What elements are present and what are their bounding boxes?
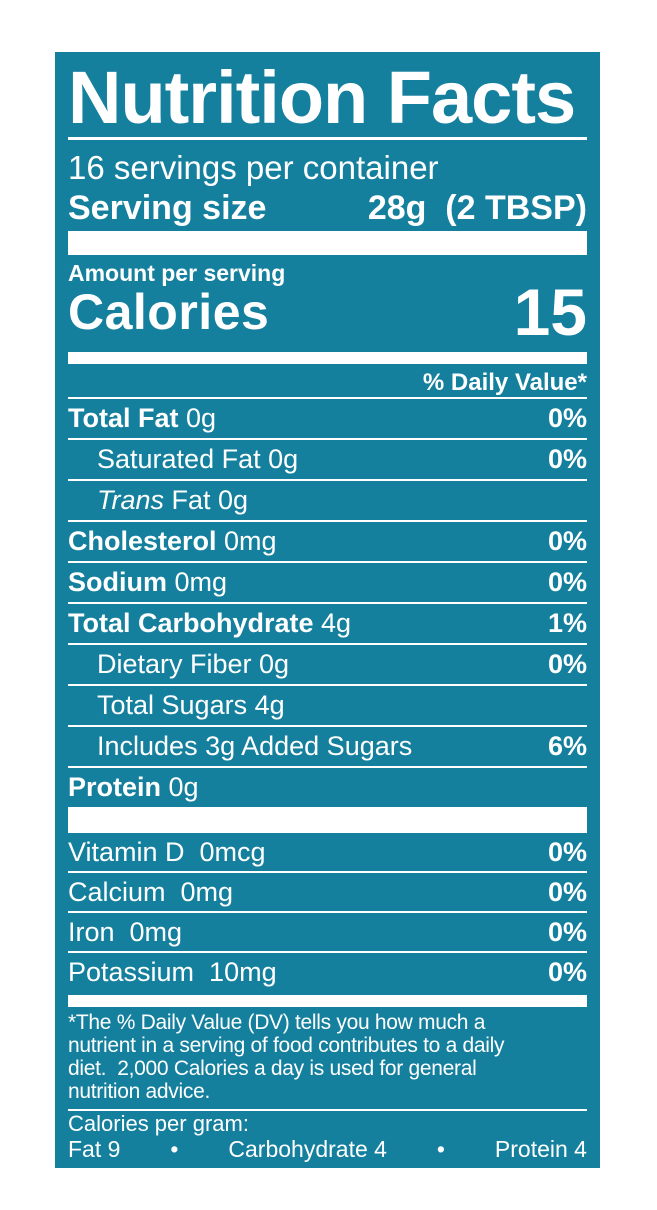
calories-label: Calories: [68, 284, 270, 340]
nutrient-row-total-carbohydrate: Total Carbohydrate 4g 1%: [68, 604, 587, 645]
divider: [68, 397, 587, 399]
section-bar-thick: [68, 807, 587, 833]
nutrient-name: Total Carbohydrate: [68, 608, 314, 638]
nutrient-row-protein: Protein 0g: [68, 768, 587, 807]
nutrient-dv-percent: 0%: [547, 403, 587, 433]
calories-per-gram-heading: Calories per gram:: [68, 1111, 249, 1136]
vitamin-name: Potassium 10mg: [68, 957, 277, 987]
nutrient-dv-percent: 6%: [547, 731, 587, 761]
section-bar-medium: [68, 995, 587, 1007]
bullet-separator: •: [436, 1136, 445, 1162]
nutrient-amount: 0g: [161, 772, 199, 802]
nutrient-dv-percent: 0%: [547, 444, 587, 474]
nutrient-amount: Dietary Fiber 0g: [97, 649, 290, 679]
daily-value-footnote: *The % Daily Value (DV) tells you how mu…: [68, 1011, 505, 1103]
nutrient-name-italic: Trans: [97, 485, 165, 515]
calories-per-gram-protein: Protein 4: [494, 1136, 587, 1162]
nutrient-dv-percent: 1%: [547, 608, 587, 638]
vitamin-name: Vitamin D 0mcg: [68, 837, 266, 867]
nutrient-row-total-sugars: Total Sugars 4g: [68, 686, 587, 727]
nutrient-amount: Fat 0g: [164, 485, 249, 515]
nutrient-amount: 0mg: [216, 526, 277, 556]
nutrient-name: Protein: [68, 772, 162, 802]
label-title: Nutrition Facts: [68, 56, 576, 139]
vitamin-row-calcium: Calcium 0mg 0%: [68, 873, 587, 913]
serving-size-row: Serving size 28g (2 TBSP): [68, 188, 587, 228]
daily-value-header: % Daily Value*: [422, 369, 587, 396]
servings-per-container: 16 servings per container: [68, 149, 439, 186]
nutrient-row-trans-fat: Trans Fat 0g: [68, 481, 587, 522]
vitamin-dv-percent: 0%: [547, 917, 587, 947]
nutrient-dv-percent: 0%: [547, 526, 587, 556]
vitamin-name: Calcium 0mg: [68, 877, 234, 907]
nutrient-dv-percent: 0%: [547, 649, 587, 679]
nutrient-amount: 0g: [178, 403, 217, 433]
calories-row: Calories 15: [68, 275, 587, 349]
calories-per-gram-fat: Fat 9: [68, 1136, 121, 1162]
vitamin-dv-percent: 0%: [547, 957, 587, 987]
nutrient-amount: Saturated Fat 0g: [97, 444, 299, 474]
nutrient-amount: 4g: [313, 608, 352, 638]
vitamin-row-potassium: Potassium 10mg 0%: [68, 953, 587, 991]
vitamin-row-iron: Iron 0mg 0%: [68, 913, 587, 953]
calories-per-gram-carbohydrate: Carbohydrate 4: [228, 1136, 387, 1162]
vitamin-name: Iron 0mg: [68, 917, 183, 947]
title-divider: [68, 137, 587, 140]
section-bar-medium: [68, 352, 587, 364]
vitamin-dv-percent: 0%: [547, 877, 587, 907]
vitamin-row-vitamin-d: Vitamin D 0mcg 0%: [68, 833, 587, 873]
vitamin-dv-percent: 0%: [547, 837, 587, 867]
nutrient-row-added-sugars: Includes 3g Added Sugars 6%: [68, 727, 587, 768]
nutrient-amount: Includes 3g Added Sugars: [97, 731, 413, 761]
amount-per-serving-label: Amount per serving: [68, 260, 286, 286]
serving-size-label: Serving size: [68, 189, 267, 227]
nutrient-row-saturated-fat: Saturated Fat 0g 0%: [68, 440, 587, 481]
section-bar-thick: [68, 231, 587, 255]
nutrient-amount: Total Sugars 4g: [97, 690, 285, 720]
bullet-separator: •: [170, 1136, 179, 1162]
serving-size-value: 28g (2 TBSP): [367, 189, 587, 227]
nutrient-row-total-fat: Total Fat 0g 0%: [68, 399, 587, 440]
nutrient-name: Cholesterol: [68, 526, 217, 556]
nutrient-amount: 0mg: [167, 567, 228, 597]
nutrient-row-cholesterol: Cholesterol 0mg 0%: [68, 522, 587, 563]
nutrient-row-dietary-fiber: Dietary Fiber 0g 0%: [68, 645, 587, 686]
calories-value: 15: [513, 275, 587, 349]
calories-per-gram-row: Fat 9 • Carbohydrate 4 • Protein 4: [68, 1137, 587, 1162]
nutrient-name: Sodium: [68, 567, 167, 597]
divider: [68, 1109, 587, 1111]
nutrient-dv-percent: 0%: [547, 567, 587, 597]
nutrition-facts-label: Nutrition Facts 16 servings per containe…: [55, 52, 600, 1168]
nutrient-row-sodium: Sodium 0mg 0%: [68, 563, 587, 604]
nutrient-name: Total Fat: [68, 403, 179, 433]
